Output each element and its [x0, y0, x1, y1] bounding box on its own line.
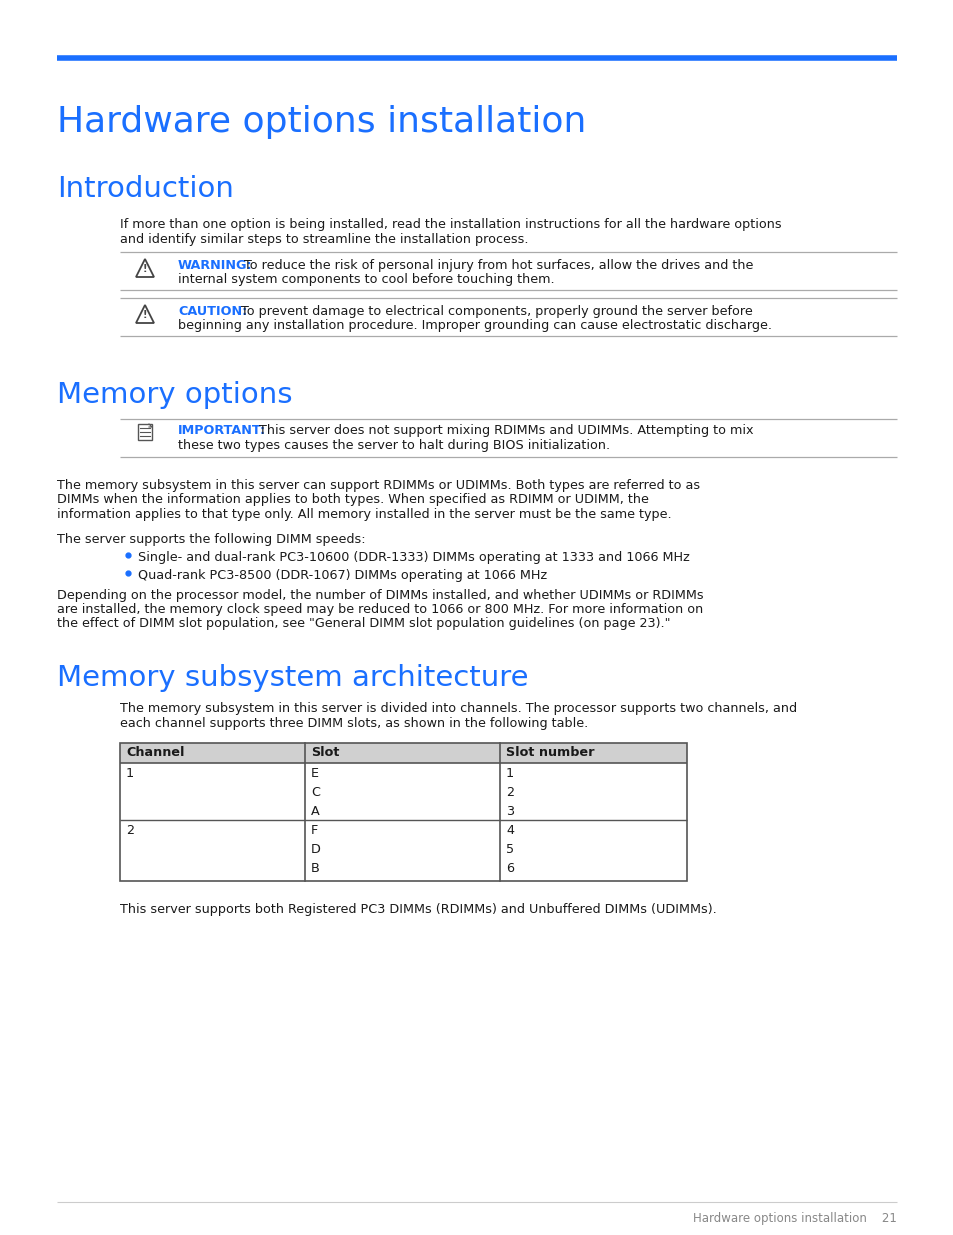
Text: A: A — [311, 805, 319, 818]
Text: To reduce the risk of personal injury from hot surfaces, allow the drives and th: To reduce the risk of personal injury fr… — [235, 259, 753, 272]
Text: The memory subsystem in this server is divided into channels. The processor supp: The memory subsystem in this server is d… — [120, 701, 797, 715]
Text: The server supports the following DIMM speeds:: The server supports the following DIMM s… — [57, 532, 365, 546]
Text: Quad-rank PC3-8500 (DDR-1067) DIMMs operating at 1066 MHz: Quad-rank PC3-8500 (DDR-1067) DIMMs oper… — [138, 568, 547, 582]
Text: these two types causes the server to halt during BIOS initialization.: these two types causes the server to hal… — [178, 438, 610, 452]
Text: IMPORTANT:: IMPORTANT: — [178, 424, 266, 437]
Text: F: F — [311, 824, 318, 837]
Text: the effect of DIMM slot population, see "General DIMM slot population guidelines: the effect of DIMM slot population, see … — [57, 618, 670, 631]
Text: beginning any installation procedure. Improper grounding can cause electrostatic: beginning any installation procedure. Im… — [178, 320, 771, 332]
Text: D: D — [311, 844, 320, 856]
Text: 1: 1 — [505, 767, 514, 781]
Text: 1: 1 — [126, 767, 134, 781]
Text: Hardware options installation: Hardware options installation — [57, 105, 586, 140]
Text: This server supports both Registered PC3 DIMMs (RDIMMs) and Unbuffered DIMMs (UD: This server supports both Registered PC3… — [120, 903, 716, 916]
Text: internal system components to cool before touching them.: internal system components to cool befor… — [178, 273, 554, 287]
Text: 6: 6 — [505, 862, 514, 876]
Text: CAUTION:: CAUTION: — [178, 305, 247, 317]
Text: The memory subsystem in this server can support RDIMMs or UDIMMs. Both types are: The memory subsystem in this server can … — [57, 479, 700, 492]
Text: To prevent damage to electrical components, properly ground the server before: To prevent damage to electrical componen… — [233, 305, 752, 317]
Text: 3: 3 — [505, 805, 514, 818]
Text: are installed, the memory clock speed may be reduced to 1066 or 800 MHz. For mor: are installed, the memory clock speed ma… — [57, 603, 702, 616]
Text: Hardware options installation    21: Hardware options installation 21 — [693, 1212, 896, 1225]
Text: Introduction: Introduction — [57, 175, 233, 203]
Text: Channel: Channel — [126, 746, 184, 760]
Text: Memory subsystem architecture: Memory subsystem architecture — [57, 664, 528, 692]
Text: This server does not support mixing RDIMMs and UDIMMs. Attempting to mix: This server does not support mixing RDIM… — [251, 424, 753, 437]
Text: Depending on the processor model, the number of DIMMs installed, and whether UDI: Depending on the processor model, the nu… — [57, 589, 703, 601]
Text: 4: 4 — [505, 824, 514, 837]
Text: Single- and dual-rank PC3-10600 (DDR-1333) DIMMs operating at 1333 and 1066 MHz: Single- and dual-rank PC3-10600 (DDR-133… — [138, 551, 689, 563]
Text: each channel supports three DIMM slots, as shown in the following table.: each channel supports three DIMM slots, … — [120, 716, 588, 730]
Text: B: B — [311, 862, 319, 876]
Text: 2: 2 — [126, 824, 133, 837]
Text: Slot number: Slot number — [505, 746, 594, 760]
Text: WARNING:: WARNING: — [178, 259, 253, 272]
Text: Memory options: Memory options — [57, 382, 293, 409]
Text: C: C — [311, 785, 319, 799]
Text: information applies to that type only. All memory installed in the server must b: information applies to that type only. A… — [57, 508, 671, 521]
Text: Slot: Slot — [311, 746, 339, 760]
Bar — [120, 743, 686, 763]
Text: If more than one option is being installed, read the installation instructions f: If more than one option is being install… — [120, 219, 781, 231]
Text: !: ! — [143, 310, 147, 320]
Text: 5: 5 — [505, 844, 514, 856]
Text: DIMMs when the information applies to both types. When specified as RDIMM or UDI: DIMMs when the information applies to bo… — [57, 494, 648, 506]
Text: and identify similar steps to streamline the installation process.: and identify similar steps to streamline… — [120, 232, 528, 246]
Bar — [138, 424, 152, 440]
Text: E: E — [311, 767, 318, 781]
Text: !: ! — [143, 264, 147, 274]
Bar — [120, 743, 686, 881]
Text: 2: 2 — [505, 785, 514, 799]
